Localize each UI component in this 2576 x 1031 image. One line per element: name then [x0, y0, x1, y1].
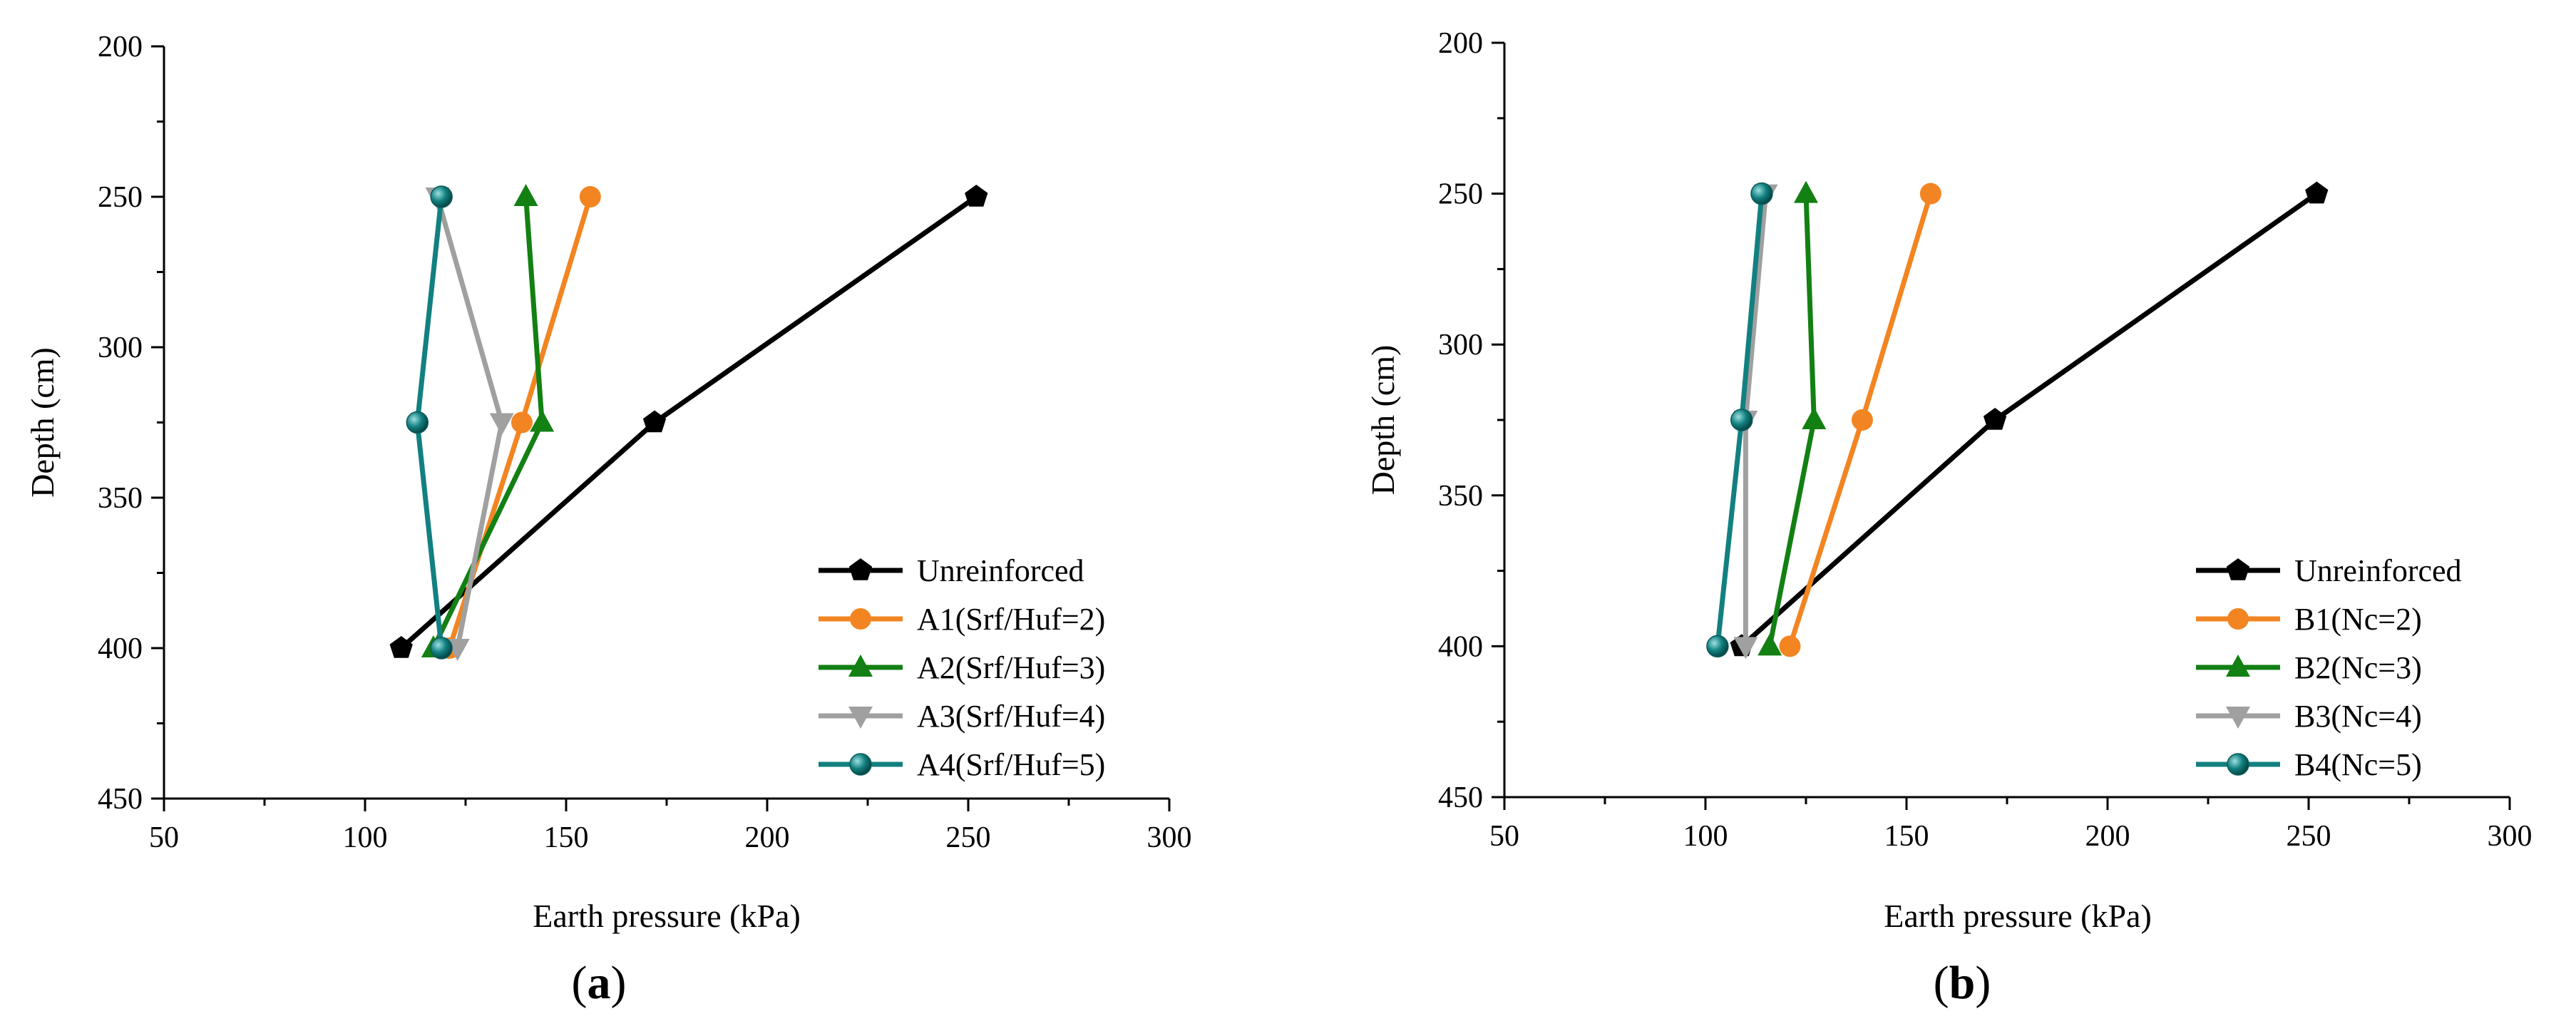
legend-label: A2(Srf/Huf=3) [917, 650, 1105, 685]
data-point [1706, 635, 1729, 658]
data-point [1983, 408, 2007, 430]
y-tick-label: 250 [1438, 178, 1483, 211]
legend-label: A3(Srf/Huf=4) [917, 699, 1105, 734]
y-tick-label: 250 [98, 181, 143, 214]
legend-label: B2(Nc=3) [2294, 650, 2422, 685]
legend-marker [2226, 655, 2250, 677]
y-tick-label: 400 [1438, 630, 1483, 663]
legend-label: A4(Srf/Huf=5) [917, 747, 1105, 782]
y-tick-label: 450 [98, 783, 143, 816]
data-point [2305, 181, 2329, 204]
legend-marker [2227, 753, 2249, 776]
data-point [430, 185, 453, 208]
chart-panel-b: 50 100 150 200 250 300 200 250 300 350 400 450 Earth… [1365, 27, 2533, 1009]
data-point [1794, 180, 1818, 203]
data-point [1750, 182, 1773, 205]
data-point [642, 410, 667, 433]
data-point [1802, 407, 1827, 429]
x-tick-label: 300 [1147, 821, 1192, 854]
x-tick-label: 250 [2287, 820, 2331, 853]
x-tick-label: 200 [2085, 820, 2130, 853]
x-tick-label: 200 [745, 821, 790, 854]
legend-marker [849, 753, 872, 776]
data-point [389, 636, 413, 658]
y-tick-label: 450 [1438, 781, 1483, 814]
data-point [489, 413, 514, 436]
y-axis-title: Depth (cm) [1365, 345, 1401, 496]
legend-marker [848, 707, 873, 729]
x-tick-label: 50 [1489, 820, 1519, 853]
axes-frame-a [163, 46, 1169, 800]
x-tick-label: 100 [343, 821, 388, 854]
data-point [965, 185, 988, 207]
data-point [1919, 183, 1941, 205]
data-point [513, 184, 538, 206]
y-tick-label: 300 [98, 332, 143, 364]
data-point [1757, 633, 1782, 656]
x-tick-label: 150 [544, 821, 589, 854]
legend-label: Unreinforced [2294, 553, 2462, 588]
data-point [430, 637, 453, 660]
legend-marker [2226, 558, 2250, 580]
y-tick-label: 350 [98, 482, 143, 515]
legend-label: B4(Nc=5) [2294, 747, 2422, 782]
x-tick-label: 150 [1884, 820, 1929, 853]
data-point [1851, 409, 1873, 431]
x-tick-label: 50 [149, 821, 179, 854]
y-tick-label: 300 [1438, 329, 1483, 361]
data-point [1733, 637, 1758, 660]
series-line [399, 195, 978, 650]
y-tick-label: 350 [1438, 480, 1483, 513]
data-point [530, 409, 555, 432]
y-tick-label: 400 [98, 632, 143, 665]
data-point [510, 411, 533, 434]
y-tick-label: 200 [1438, 27, 1483, 60]
legend-marker [848, 655, 873, 677]
legend-marker [2227, 608, 2249, 630]
x-tick-label: 100 [1683, 820, 1728, 853]
x-tick-label: 300 [2488, 820, 2533, 853]
x-tick-label: 250 [946, 821, 991, 854]
legend-label: Unreinforced [917, 553, 1084, 588]
chart-panel-a: 50 100 150 200 250 300 200 250 300 350 400 450 Earth… [24, 31, 1192, 1009]
data-point [579, 186, 601, 207]
legend-marker [848, 558, 873, 580]
data-point [1730, 409, 1753, 431]
legend-marker [850, 608, 871, 630]
legend-label: B1(Nc=2) [2294, 602, 2422, 637]
x-axis-title: Earth pressure (kPa) [1884, 898, 2152, 934]
legend: Unreinforced B1(Nc=2) B2(Nc=3) B3(Nc=4) B4(N… [2196, 553, 2462, 782]
legend-label: A1(Srf/Huf=2) [917, 602, 1105, 637]
legend-label: B3(Nc=4) [2294, 699, 2422, 734]
x-axis-title: Earth pressure (kPa) [533, 898, 801, 934]
panel-label: (b) [1934, 957, 1991, 1009]
data-point [1779, 635, 1801, 657]
legend-marker [2226, 707, 2250, 729]
legend: Unreinforced A1(Srf/Huf=2) A2(Srf/Huf=3) A3… [819, 553, 1105, 782]
y-axis-title: Depth (cm) [24, 347, 61, 498]
series-line [435, 196, 505, 649]
y-tick-label: 200 [98, 31, 143, 63]
data-point [406, 411, 429, 434]
panel-label: (a) [572, 957, 627, 1009]
